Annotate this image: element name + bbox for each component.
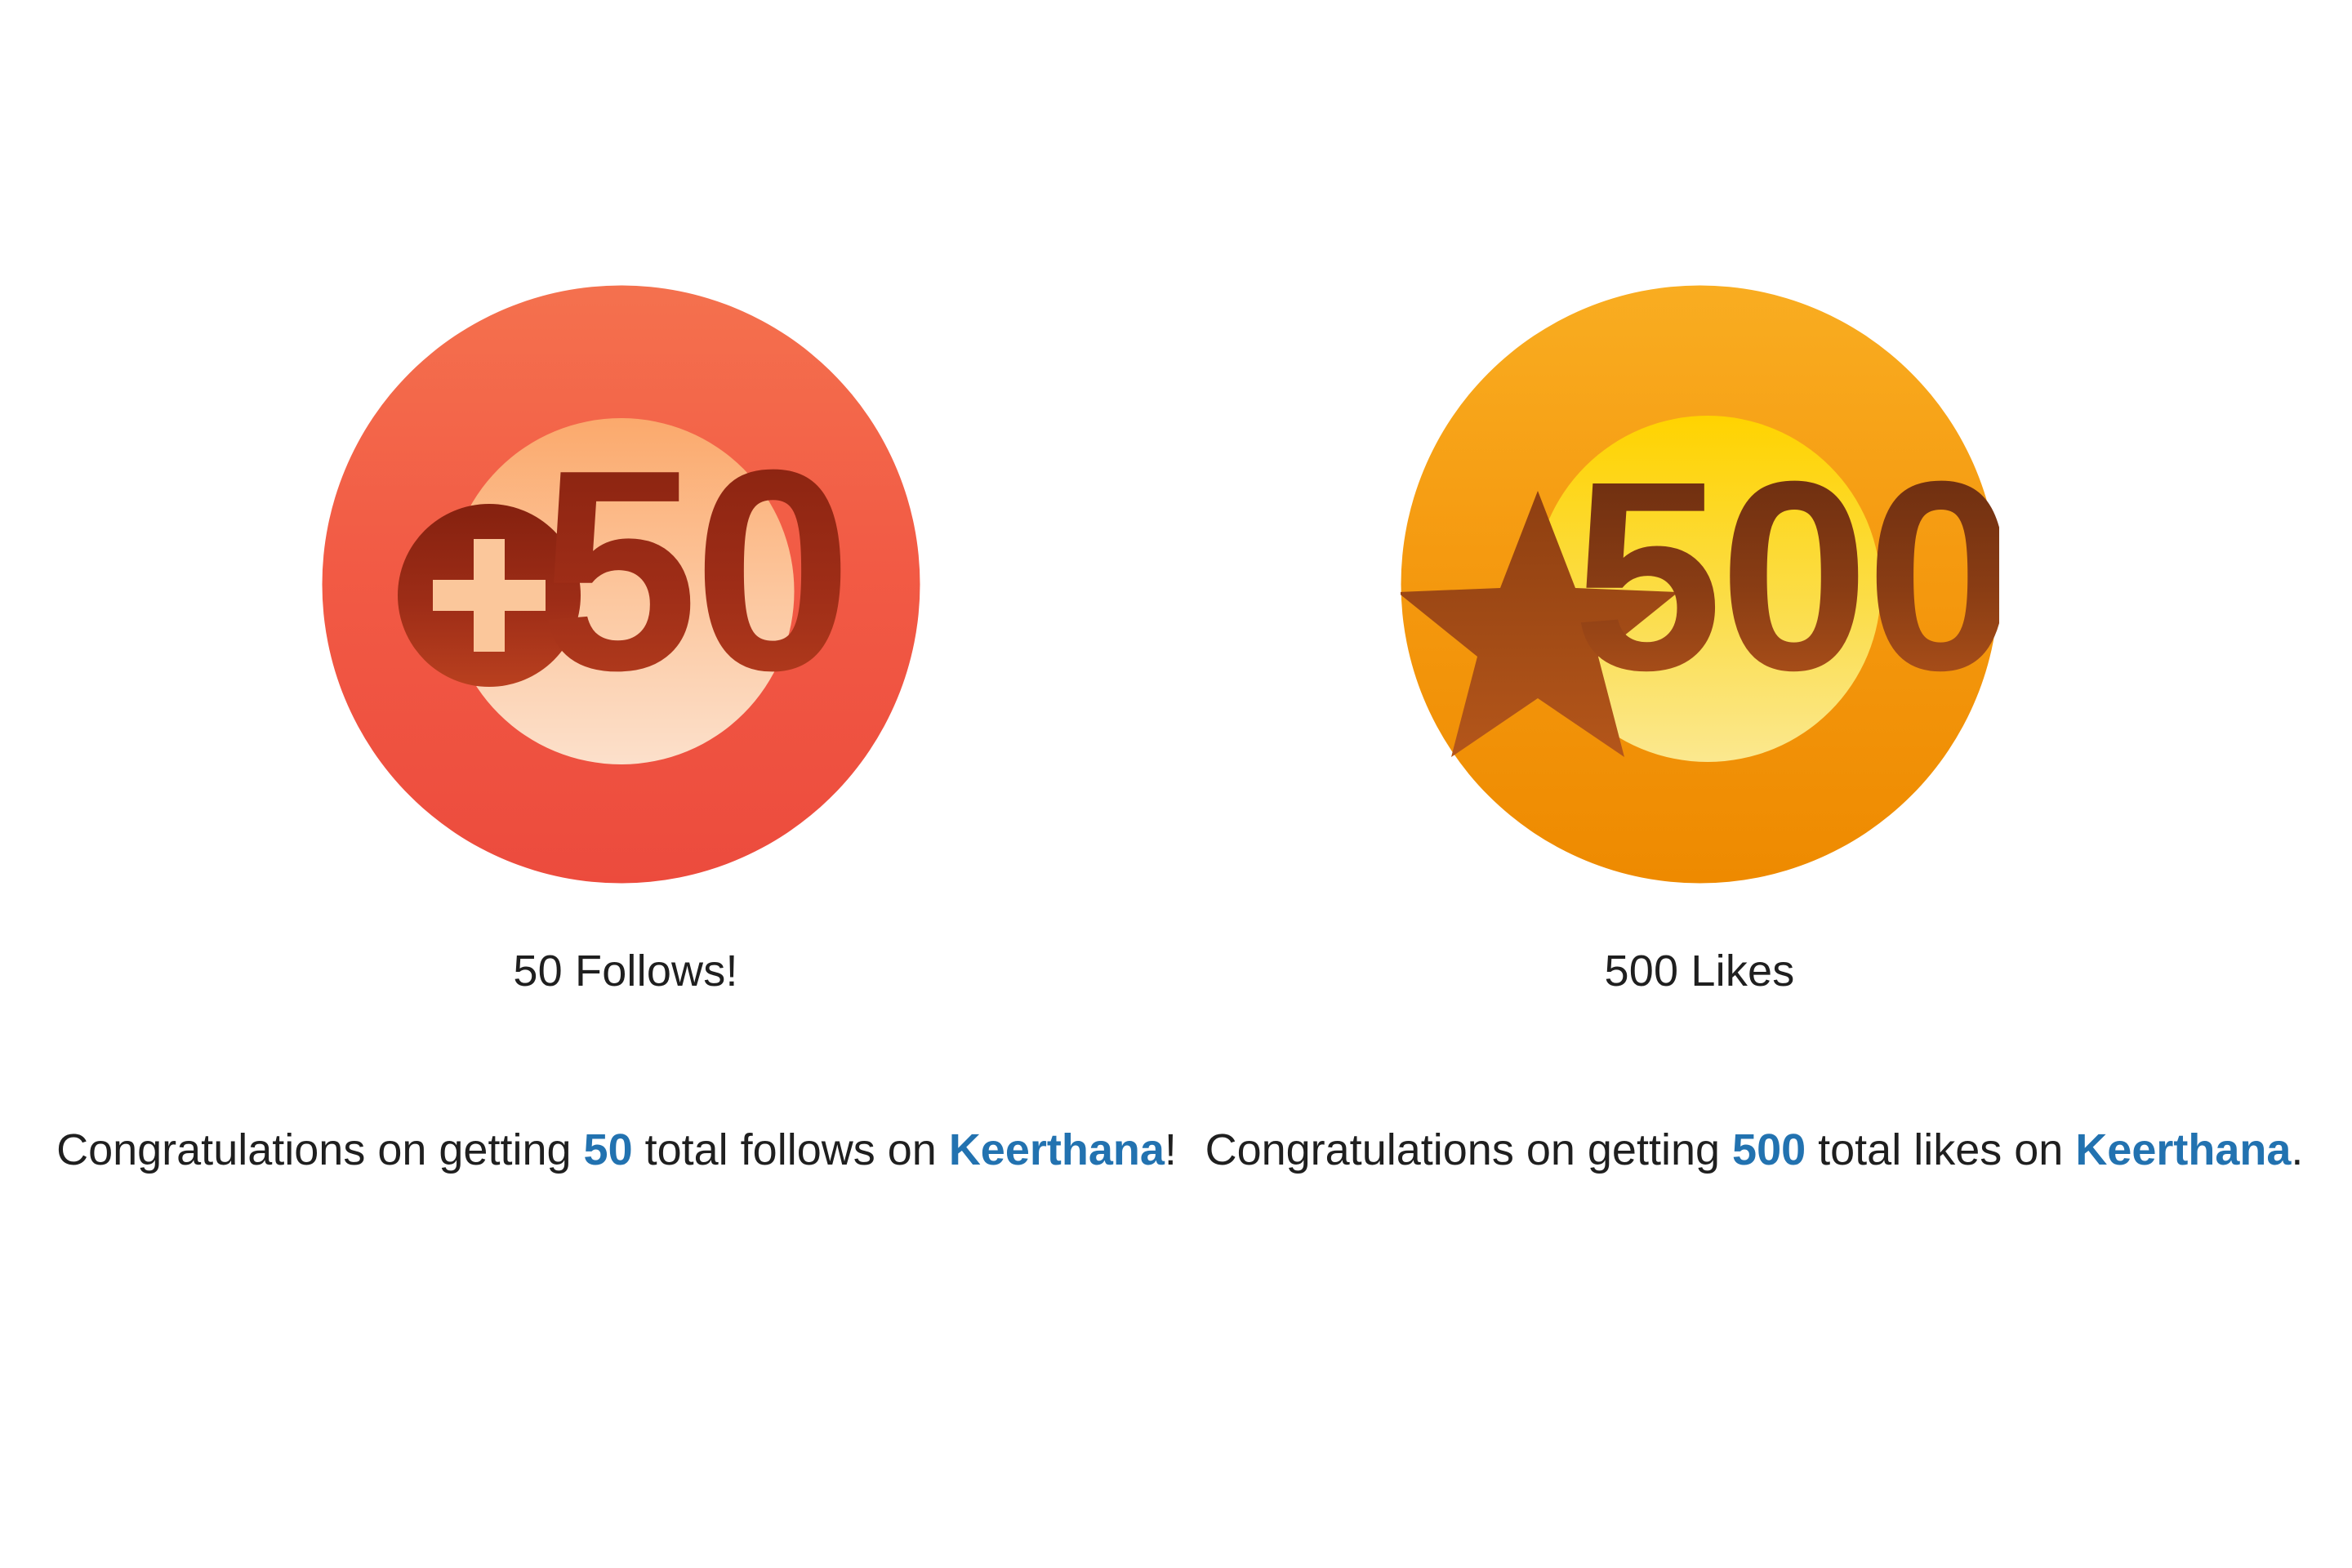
desc-lead-text: Congratulations on getting — [1205, 1125, 1733, 1174]
desc-count-likes: 500 — [1732, 1125, 1806, 1174]
badge-title-follows: 50 Follows! — [513, 947, 738, 996]
badge-description-likes: Congratulations on getting 500 total lik… — [1158, 1120, 2350, 1180]
star-shape — [1400, 490, 1678, 757]
plus-token — [397, 503, 581, 687]
svg-text:50: 50 — [539, 411, 847, 730]
desc-middle-text: total likes on — [1806, 1125, 2076, 1174]
badge-card-follows[interactable]: 50 50 Follows! Congratulations on gettin… — [0, 0, 1177, 1568]
desc-trailing-text: . — [2291, 1125, 2304, 1174]
badge-artwork-follows[interactable]: 50 — [33, 282, 1209, 886]
desc-lead-text: Congratulations on getting — [56, 1125, 584, 1174]
badge-card-likes[interactable]: 500 500 Likes Congratulations on getting… — [1176, 0, 2352, 1568]
star-500-badge-icon: 500 — [1400, 285, 1999, 883]
badge-description-follows: Congratulations on getting 50 total foll… — [20, 1120, 1213, 1180]
plus-50-badge-icon: 50 — [322, 285, 920, 883]
desc-trailing-text: ! — [1164, 1125, 1177, 1174]
badge-artwork-likes[interactable]: 500 — [1111, 282, 2287, 886]
desc-target-link-follows[interactable]: Keerthana — [948, 1125, 1165, 1174]
desc-middle-text: total follows on — [632, 1125, 949, 1174]
svg-text:500: 500 — [1572, 425, 1998, 726]
desc-count-follows: 50 — [583, 1125, 633, 1174]
desc-target-link-likes[interactable]: Keerthana — [2075, 1125, 2292, 1174]
badge-title-likes: 500 Likes — [1604, 947, 1795, 996]
